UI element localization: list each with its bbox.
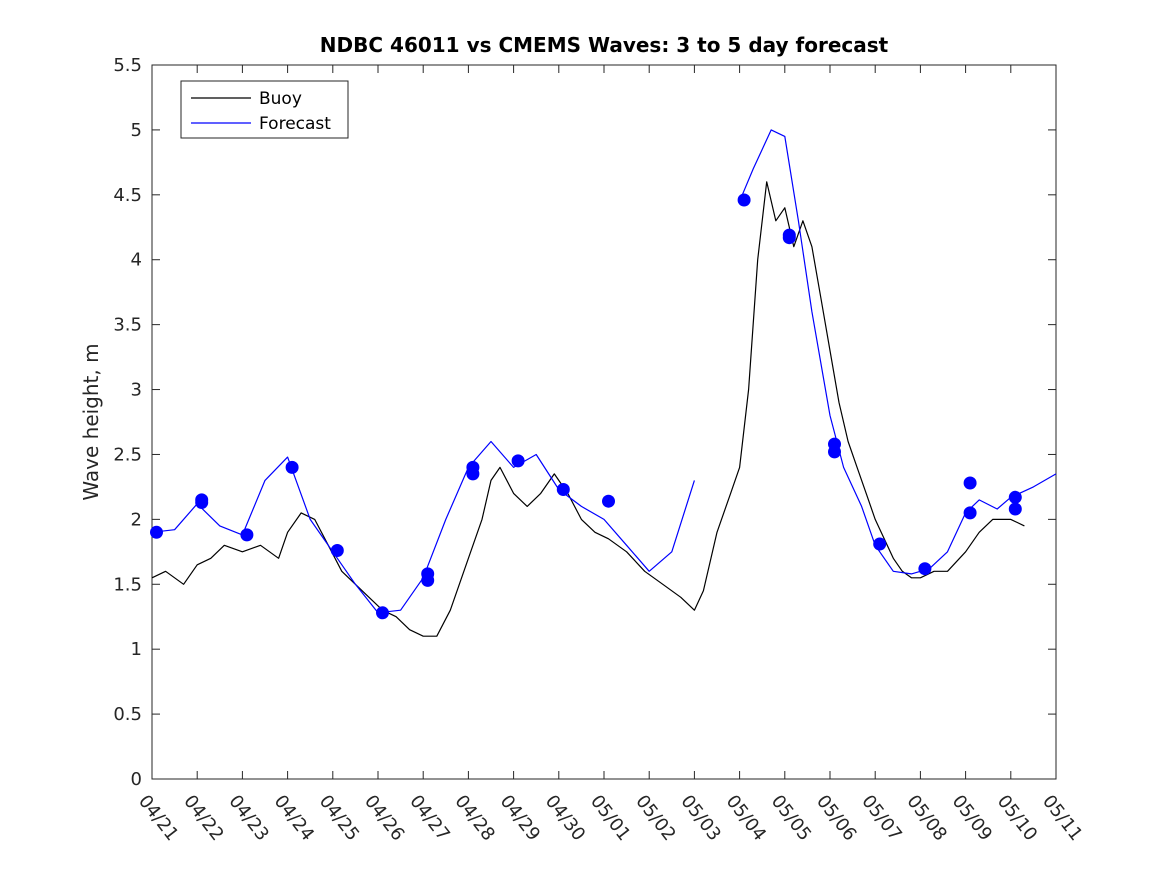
y-tick-label: 5.5 (113, 55, 142, 76)
marker-layer (150, 193, 1022, 620)
y-tick-label: 1.5 (113, 574, 142, 595)
forecast-marker (330, 544, 344, 557)
forecast-marker (195, 496, 209, 509)
legend-box (180, 80, 349, 139)
legend: Buoy Forecast (180, 80, 349, 139)
forecast-marker (421, 573, 435, 587)
chart-title: NDBC 46011 vs CMEMS Waves: 3 to 5 day fo… (320, 33, 889, 57)
y-tick-label: 2.5 (113, 444, 142, 465)
y-axis-label: Wave height, m (79, 343, 103, 500)
forecast-marker (150, 525, 163, 539)
y-tick-label: 3.5 (113, 315, 142, 336)
legend-label-buoy: Buoy (259, 89, 302, 109)
series-line-buoy-0 (151, 181, 1025, 637)
y-tick-label: 2 (131, 509, 142, 530)
y-tick-label: 3 (131, 380, 142, 401)
y-tick-label: 4 (131, 250, 142, 271)
forecast-marker (1008, 502, 1022, 516)
y-tick-label: 0 (131, 769, 142, 790)
series-line-forecast-2 (739, 129, 1057, 575)
y-axis: 0 0.5 1 1.5 2 2.5 3 3.5 4 4.5 5 5.5 (113, 55, 1056, 790)
forecast-marker (1008, 490, 1022, 504)
plot-area (151, 64, 1057, 780)
forecast-marker (285, 460, 299, 474)
forecast-marker (240, 528, 254, 542)
forecast-marker (918, 562, 932, 576)
legend-label-forecast: Forecast (259, 114, 331, 134)
forecast-marker (963, 506, 977, 520)
forecast-marker (376, 606, 389, 620)
y-tick-label: 0.5 (113, 704, 142, 725)
y-tick-label: 1 (131, 639, 142, 660)
y-tick-label: 5 (131, 120, 142, 141)
forecast-marker (828, 445, 841, 459)
forecast-marker (782, 231, 796, 245)
forecast-marker (602, 494, 615, 508)
y-tick-label: 4.5 (113, 185, 142, 206)
forecast-marker (466, 467, 480, 481)
forecast-marker (556, 483, 570, 496)
forecast-marker (737, 193, 751, 207)
forecast-marker (963, 476, 977, 490)
forecast-marker (511, 454, 525, 468)
forecast-marker (873, 537, 887, 551)
